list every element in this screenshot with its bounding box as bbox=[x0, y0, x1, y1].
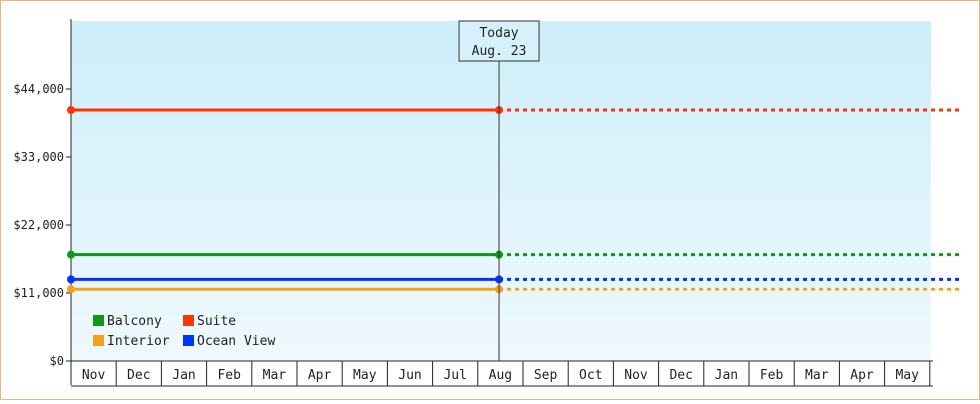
x-tick-label: Jan bbox=[172, 368, 195, 383]
x-tick-label: May bbox=[895, 368, 919, 383]
legend-label: Suite bbox=[197, 314, 236, 329]
y-axis: $0 $11,000 $22,000 $33,000 $44,000 bbox=[13, 19, 72, 385]
x-tick-label: Aug bbox=[489, 368, 512, 383]
series-point-start bbox=[67, 275, 75, 284]
x-tick-label: Jun bbox=[398, 368, 421, 383]
legend-swatch bbox=[93, 315, 104, 326]
x-tick-label: Dec bbox=[127, 368, 150, 383]
legend-swatch bbox=[183, 315, 194, 326]
legend-swatch bbox=[183, 335, 194, 346]
x-tick-label: Oct bbox=[579, 368, 602, 383]
x-tick-label: Nov bbox=[82, 368, 106, 383]
x-tick-label: Mar bbox=[263, 368, 287, 383]
x-tick-label: Feb bbox=[760, 368, 784, 383]
today-date-label: Aug. 23 bbox=[472, 44, 527, 59]
series-point-start bbox=[67, 106, 75, 115]
y-tick-label: $22,000 bbox=[13, 218, 64, 232]
today-marker: Today Aug. 23 bbox=[458, 20, 540, 361]
x-tick-label: Feb bbox=[217, 368, 241, 383]
x-tick-label: Mar bbox=[805, 368, 829, 383]
plot-background bbox=[71, 21, 931, 361]
x-tick-label: Sep bbox=[534, 368, 558, 383]
legend-label: Interior bbox=[107, 334, 170, 349]
today-label-box bbox=[458, 20, 540, 62]
x-tick-label: Jan bbox=[715, 368, 738, 383]
x-tick-label: May bbox=[353, 368, 377, 383]
y-tick-label: $44,000 bbox=[13, 82, 64, 96]
x-tick-label: Apr bbox=[308, 368, 332, 383]
series-point-start bbox=[67, 250, 75, 259]
series-layer bbox=[67, 106, 961, 294]
y-tick-label: $11,000 bbox=[13, 286, 64, 300]
legend-label: Ocean View bbox=[197, 334, 275, 349]
x-tick-label: Dec bbox=[669, 368, 692, 383]
legend: Balcony Suite Interior Ocean View bbox=[93, 314, 275, 349]
x-tick-label: Apr bbox=[850, 368, 874, 383]
y-tick-label: $33,000 bbox=[13, 150, 64, 164]
y-tick-label: $0 bbox=[50, 354, 64, 368]
legend-swatch bbox=[93, 335, 104, 346]
legend-label: Balcony bbox=[107, 314, 162, 329]
series-point-start bbox=[67, 285, 75, 294]
x-tick-label: Jul bbox=[443, 368, 466, 383]
today-label: Today bbox=[479, 26, 518, 41]
x-axis: Nov Dec Jan Feb Mar Apr May Jun Jul Aug Sep Oct Nov D… bbox=[71, 360, 933, 387]
x-tick-label: Nov bbox=[624, 368, 648, 383]
